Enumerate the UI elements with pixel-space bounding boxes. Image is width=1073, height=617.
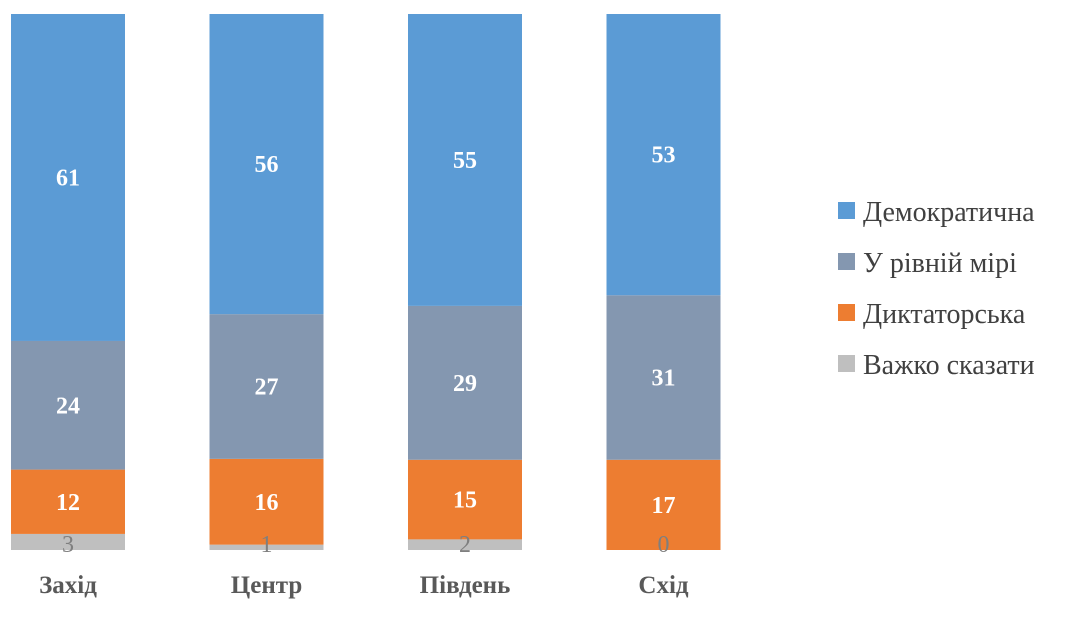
data-labels-group: 3 12 24 61 1 16 27 56 2 15 29 55 0 17 31 53 [56,143,676,558]
legend-swatch [838,304,855,321]
legend-swatch [838,355,855,372]
data-label: 55 [453,148,477,174]
data-label: 15 [453,488,477,514]
category-label: Захід [39,572,97,599]
legend-item: Диктаторська [838,299,1026,330]
bar-segment [11,14,125,341]
bar-segment [11,469,125,534]
legend-label: У рівній мірі [863,248,1017,279]
data-label: 53 [652,143,676,169]
category-label: Схід [638,572,689,599]
data-label: 29 [453,371,477,397]
bar-segment [209,314,324,459]
legend-item: У рівній мірі [838,248,1017,279]
category-label: Південь [420,572,511,599]
data-label: 31 [652,366,676,392]
data-label: 27 [255,375,279,401]
bar-segment [408,459,522,540]
data-label: 24 [56,393,80,419]
data-label: 3 [62,532,74,558]
data-label: 61 [56,165,80,191]
bar-segment [408,305,522,460]
bar-segment [11,533,125,550]
bars-group [11,14,721,550]
bar-segment [606,14,721,296]
category-labels-group: Захід Центр Південь Схід [39,572,689,599]
data-label: 2 [459,532,471,558]
data-label: 17 [652,493,676,519]
legend-label: Демократична [863,197,1035,228]
bar-segment [606,295,721,460]
legend: Демократична У рівній мірі Диктаторська Важ… [838,197,1035,381]
legend-item: Демократична [838,197,1035,228]
data-label: 12 [56,490,80,516]
bar-segment [606,459,721,550]
legend-item: Важко сказати [838,350,1035,381]
legend-swatch [838,253,855,270]
legend-label: Диктаторська [863,299,1026,330]
legend-label: Важко сказати [863,350,1035,381]
data-label: 0 [658,532,670,558]
bar-segment [209,458,324,545]
bar-segment [408,14,522,306]
data-label: 16 [255,490,279,516]
data-label: 56 [255,152,279,178]
bar-segment [209,14,324,315]
legend-swatch [838,202,855,219]
bar-segment [209,544,324,550]
category-label: Центр [231,572,302,599]
data-label: 1 [261,532,273,558]
bar-segment [408,539,522,550]
bar-segment [11,340,125,470]
